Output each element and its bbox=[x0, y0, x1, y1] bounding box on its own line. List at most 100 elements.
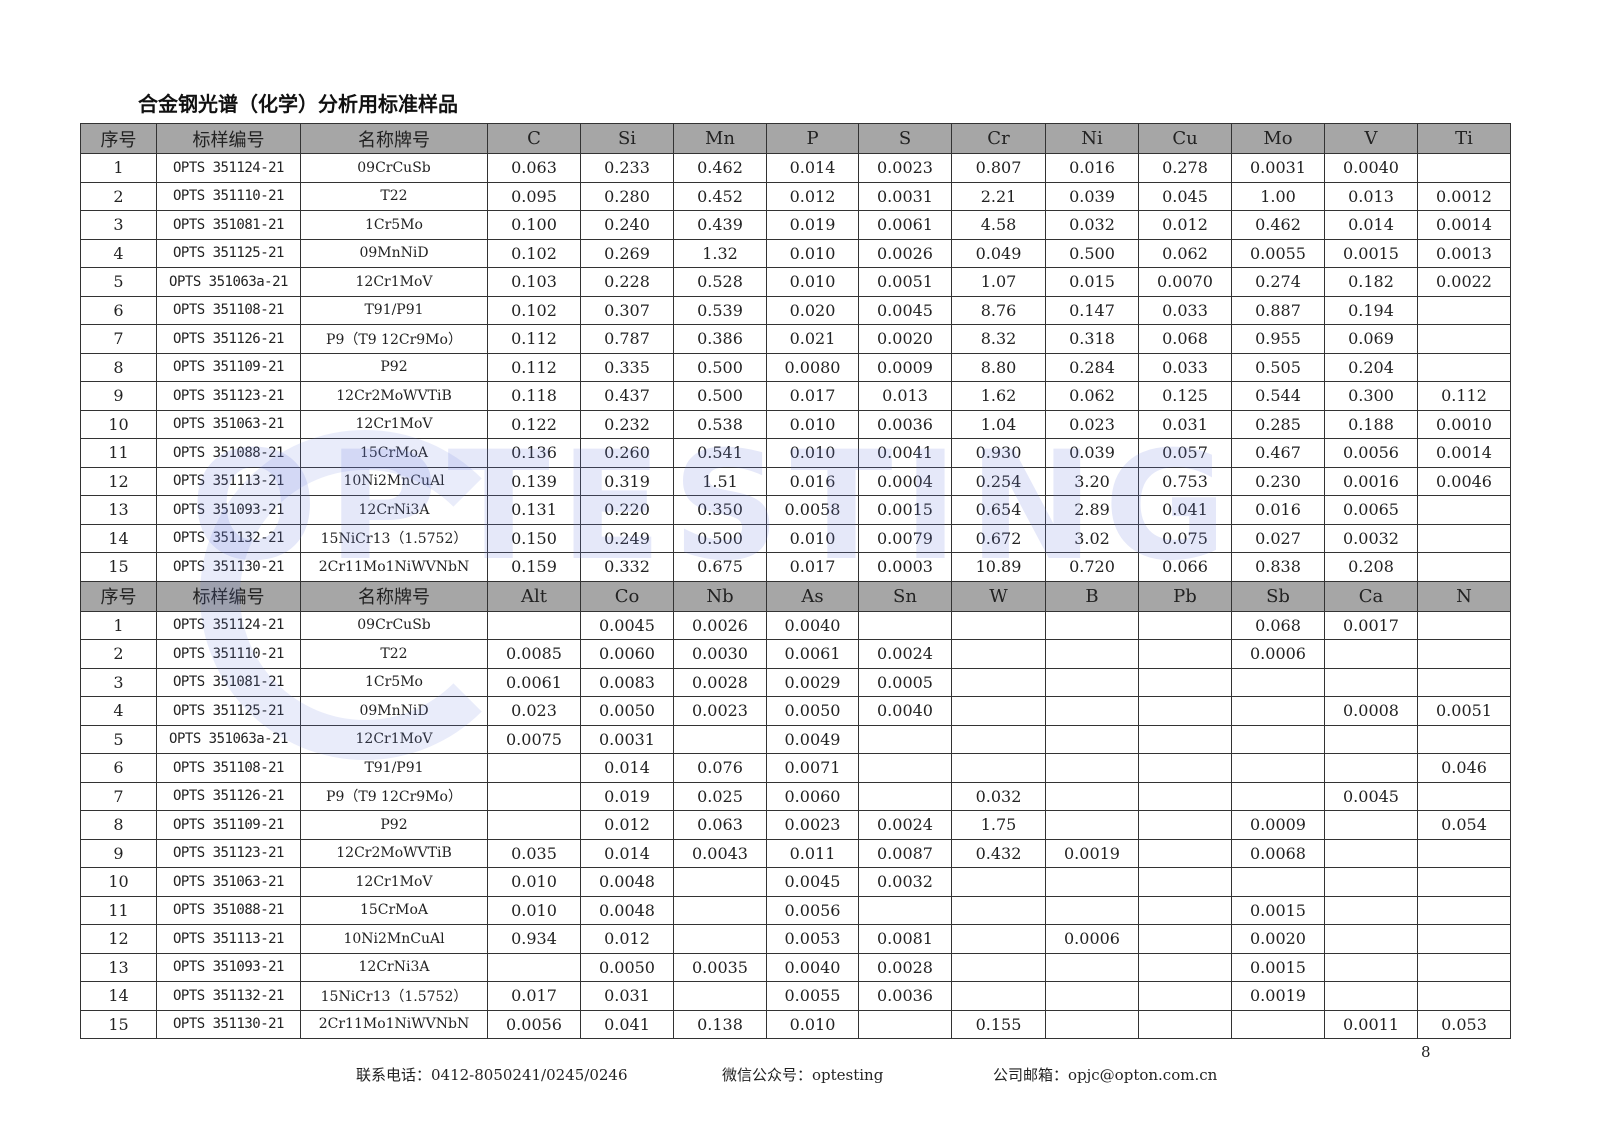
grade-name: 15CrMoA bbox=[300, 438, 488, 468]
element-value: 0.439 bbox=[673, 210, 767, 240]
element-value bbox=[1231, 753, 1325, 783]
element-value: 0.012 bbox=[580, 810, 674, 840]
element-value: 0.138 bbox=[673, 1009, 767, 1039]
element-value: 0.0015 bbox=[858, 495, 952, 525]
element-value bbox=[1138, 810, 1232, 840]
element-value bbox=[487, 810, 581, 840]
sample-code: OPTS 351126-21 bbox=[156, 781, 301, 811]
table-row: 10 OPTS 351063-21 12Cr1MoV 0.010 0.0048 0.004… bbox=[80, 867, 1511, 897]
element-value bbox=[1138, 838, 1232, 868]
table-row: 4 OPTS 351125-21 09MnNiD 0.102 0.269 1.32 0.01… bbox=[80, 238, 1511, 268]
element-value: 1.75 bbox=[951, 810, 1046, 840]
element-value: 0.462 bbox=[673, 153, 767, 183]
element-value bbox=[1138, 981, 1232, 1011]
element-value bbox=[1417, 838, 1511, 868]
element-value: 0.0071 bbox=[766, 753, 859, 783]
sample-code: OPTS 351063a-21 bbox=[156, 267, 301, 297]
element-value: 0.102 bbox=[487, 238, 581, 268]
element-value bbox=[1231, 867, 1325, 897]
element-value bbox=[1045, 696, 1139, 726]
element-value: 0.280 bbox=[580, 181, 674, 211]
element-value: 0.0058 bbox=[766, 495, 859, 525]
element-value: 0.300 bbox=[1324, 381, 1418, 411]
sample-code: OPTS 351124-21 bbox=[156, 610, 301, 640]
column-header: 名称牌号 bbox=[300, 123, 488, 154]
element-value: 0.0023 bbox=[673, 696, 767, 726]
table-row: 8 OPTS 351109-21 P92 0.112 0.335 0.500 0.0080 0… bbox=[80, 352, 1511, 382]
element-value bbox=[1417, 867, 1511, 897]
element-value: 3.20 bbox=[1045, 466, 1139, 496]
element-value: 0.249 bbox=[580, 523, 674, 553]
element-value: 0.112 bbox=[487, 352, 581, 382]
element-value: 0.023 bbox=[487, 696, 581, 726]
element-value: 0.0035 bbox=[673, 952, 767, 982]
row-number: 7 bbox=[80, 324, 157, 354]
element-value bbox=[1045, 952, 1139, 982]
element-value: 0.012 bbox=[766, 181, 859, 211]
element-value: 0.076 bbox=[673, 753, 767, 783]
element-value: 0.452 bbox=[673, 181, 767, 211]
element-value: 0.014 bbox=[766, 153, 859, 183]
element-value: 0.010 bbox=[487, 867, 581, 897]
element-value: 0.010 bbox=[766, 1009, 859, 1039]
element-value: 0.188 bbox=[1324, 409, 1418, 439]
element-value: 0.0023 bbox=[858, 153, 952, 183]
element-value: 0.0048 bbox=[580, 895, 674, 925]
element-value: 0.010 bbox=[487, 895, 581, 925]
element-value: 0.0061 bbox=[487, 667, 581, 697]
element-value: 0.063 bbox=[673, 810, 767, 840]
element-value: 0.010 bbox=[766, 267, 859, 297]
grade-name: 09MnNiD bbox=[300, 238, 488, 268]
sample-code: OPTS 351126-21 bbox=[156, 324, 301, 354]
table-row: 7 OPTS 351126-21 P9（T9 12Cr9Mo） 0.019 0.025 0… bbox=[80, 781, 1511, 811]
table2-header-row: 序号 标样编号 名称牌号 Alt Co Nb As Sn W B Pb Sb Ca N bbox=[80, 580, 1511, 612]
table-row: 1 OPTS 351124-21 09CrCuSb 0.0045 0.0026 0.004… bbox=[80, 610, 1511, 640]
element-value: 0.0020 bbox=[1231, 924, 1325, 954]
column-header: Ti bbox=[1417, 123, 1511, 154]
element-value: 0.0070 bbox=[1138, 267, 1232, 297]
grade-name: 12Cr1MoV bbox=[300, 724, 488, 754]
element-value: 0.033 bbox=[1138, 295, 1232, 325]
element-value bbox=[1417, 981, 1511, 1011]
element-value bbox=[487, 781, 581, 811]
column-header: Alt bbox=[487, 580, 581, 612]
row-number: 6 bbox=[80, 753, 157, 783]
element-value: 0.112 bbox=[487, 324, 581, 354]
grade-name: 1Cr5Mo bbox=[300, 667, 488, 697]
sample-code: OPTS 351132-21 bbox=[156, 981, 301, 1011]
element-value: 0.0065 bbox=[1324, 495, 1418, 525]
element-value bbox=[951, 924, 1046, 954]
element-value bbox=[951, 867, 1046, 897]
element-value bbox=[1045, 867, 1139, 897]
element-value: 0.049 bbox=[951, 238, 1046, 268]
element-value bbox=[951, 753, 1046, 783]
element-value: 0.0004 bbox=[858, 466, 952, 496]
element-value: 0.017 bbox=[766, 552, 859, 582]
sample-code: OPTS 351109-21 bbox=[156, 810, 301, 840]
element-value bbox=[1138, 952, 1232, 982]
element-value: 0.274 bbox=[1231, 267, 1325, 297]
element-value bbox=[673, 981, 767, 1011]
sample-code: OPTS 351108-21 bbox=[156, 753, 301, 783]
element-value: 0.039 bbox=[1045, 438, 1139, 468]
column-header: 序号 bbox=[80, 580, 157, 612]
element-value: 3.02 bbox=[1045, 523, 1139, 553]
element-value: 0.0013 bbox=[1417, 238, 1511, 268]
column-header: C bbox=[487, 123, 581, 154]
table-row: 15 OPTS 351130-21 2Cr11Mo1NiWVNbN 0.159 0.33… bbox=[80, 552, 1511, 582]
element-value: 0.0061 bbox=[766, 639, 859, 669]
element-value: 0.232 bbox=[580, 409, 674, 439]
element-value: 0.335 bbox=[580, 352, 674, 382]
element-value: 0.0036 bbox=[858, 409, 952, 439]
sample-code: OPTS 351123-21 bbox=[156, 381, 301, 411]
element-value: 0.062 bbox=[1045, 381, 1139, 411]
element-value: 0.233 bbox=[580, 153, 674, 183]
sample-code: OPTS 351093-21 bbox=[156, 952, 301, 982]
grade-name: 10Ni2MnCuAl bbox=[300, 924, 488, 954]
element-value: 0.019 bbox=[580, 781, 674, 811]
element-value: 0.066 bbox=[1138, 552, 1232, 582]
element-value: 0.068 bbox=[1138, 324, 1232, 354]
element-value: 1.32 bbox=[673, 238, 767, 268]
element-value: 0.0005 bbox=[858, 667, 952, 697]
element-value: 0.0022 bbox=[1417, 267, 1511, 297]
